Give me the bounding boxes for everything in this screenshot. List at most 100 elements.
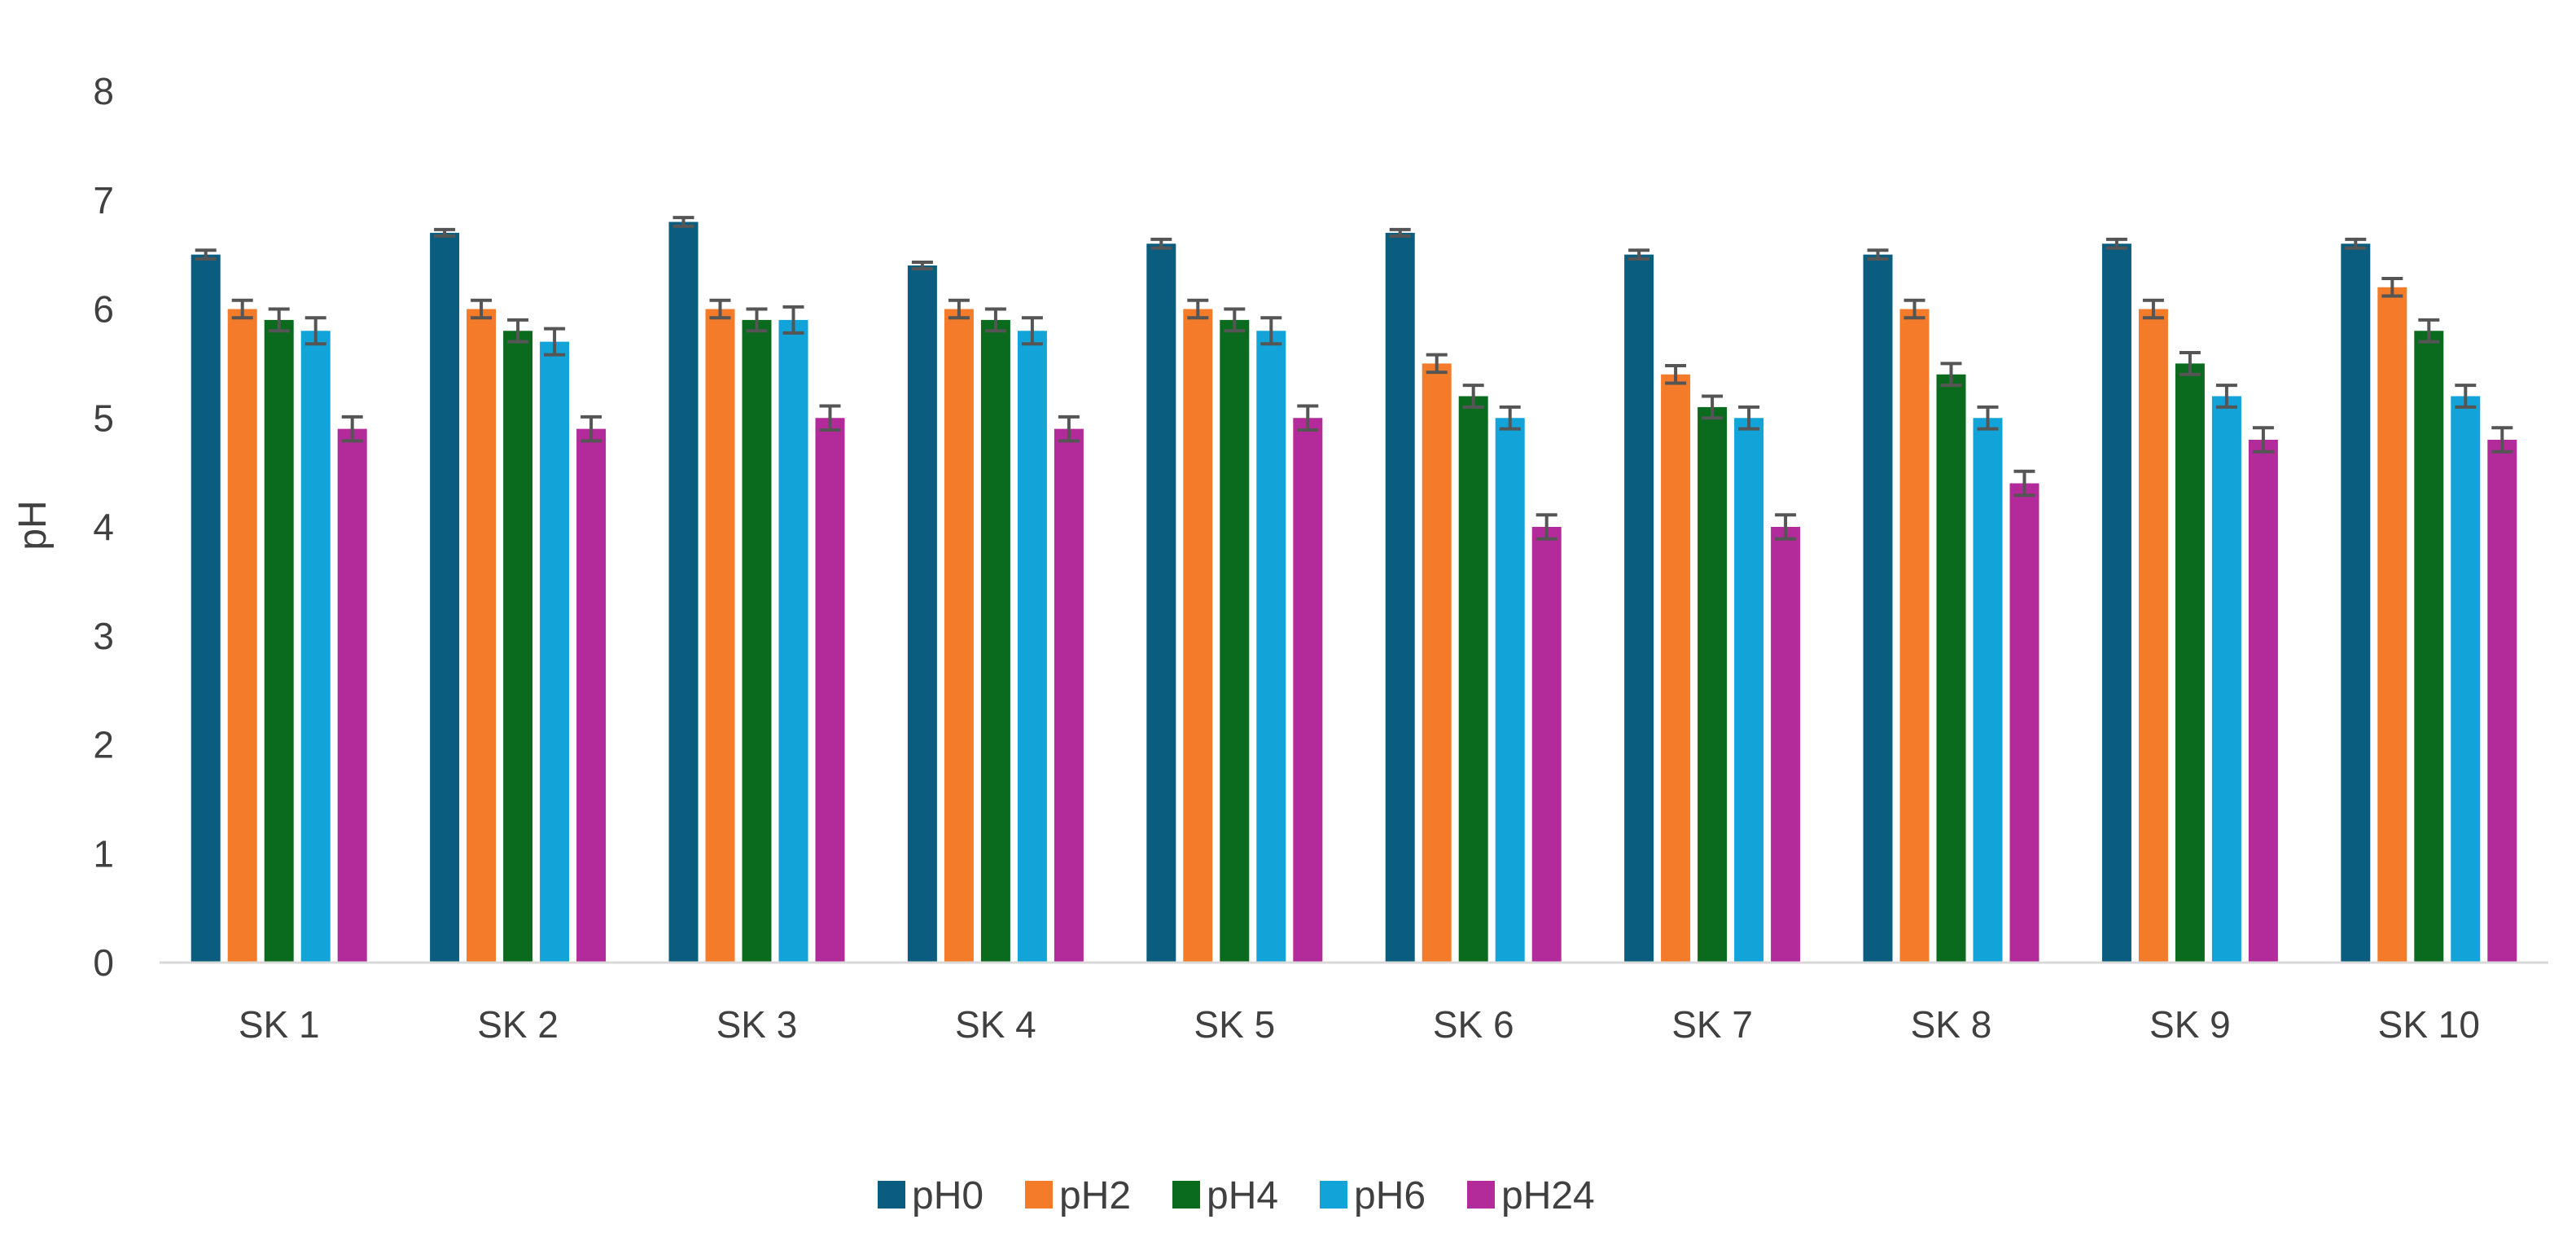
error-bar-pH0-SK5 xyxy=(1150,237,1172,250)
error-bar-pH6-SK7 xyxy=(1738,405,1760,431)
bar-pH24-SK5 xyxy=(1293,418,1323,963)
bar-pH0-SK3 xyxy=(668,222,699,963)
bar-pH0-SK9 xyxy=(2101,243,2131,963)
error-bar-pH6-SK9 xyxy=(2215,384,2237,409)
bar-pH6-SK9 xyxy=(2211,396,2241,963)
bar-pH4-SK6 xyxy=(1458,396,1488,963)
bar-pH24-SK2 xyxy=(576,428,607,963)
bar-pH4-SK4 xyxy=(980,319,1010,963)
legend-item-pH24: pH24 xyxy=(1467,1174,1595,1217)
x-tick-label: SK 10 xyxy=(2378,1003,2480,1046)
error-bar-pH6-SK8 xyxy=(1977,405,1999,431)
legend-swatch xyxy=(878,1181,905,1209)
legend-item-pH4: pH4 xyxy=(1172,1174,1278,1217)
error-bar-pH24-SK8 xyxy=(2013,469,2035,498)
bar-pH2-SK10 xyxy=(2377,287,2407,963)
y-tick-label: 0 xyxy=(93,941,114,984)
error-bar-pH2-SK10 xyxy=(2381,277,2403,298)
error-bars-group xyxy=(195,216,2513,541)
error-bar-pH2-SK6 xyxy=(1426,353,1448,375)
error-bar-pH2-SK4 xyxy=(948,298,970,320)
legend-item-pH6: pH6 xyxy=(1320,1174,1426,1217)
x-tick-label: SK 5 xyxy=(1194,1003,1275,1046)
bar-pH0-SK4 xyxy=(907,265,937,963)
error-bar-pH0-SK2 xyxy=(434,227,456,238)
error-bar-pH4-SK5 xyxy=(1224,307,1246,333)
error-bar-pH4-SK8 xyxy=(1940,362,1962,388)
y-tick-label: 2 xyxy=(93,724,114,766)
legend-swatch xyxy=(1467,1181,1495,1209)
legend-label: pH2 xyxy=(1059,1174,1131,1217)
bar-pH0-SK8 xyxy=(1863,254,1893,963)
bar-pH6-SK4 xyxy=(1017,331,1047,963)
error-bar-pH4-SK10 xyxy=(2418,318,2440,344)
y-axis-title: pH xyxy=(11,500,55,550)
legend-label: pH0 xyxy=(912,1174,984,1217)
error-bar-pH24-SK1 xyxy=(341,415,363,443)
error-bar-pH24-SK5 xyxy=(1297,404,1319,432)
y-tick-label: 3 xyxy=(93,615,114,657)
error-bar-pH0-SK7 xyxy=(1628,248,1650,261)
error-bar-pH6-SK3 xyxy=(782,305,804,335)
error-bar-pH24-SK7 xyxy=(1775,513,1797,541)
bar-pH0-SK6 xyxy=(1385,232,1415,963)
error-bar-pH0-SK4 xyxy=(911,260,933,271)
bar-pH4-SK2 xyxy=(503,331,533,963)
error-bar-pH2-SK8 xyxy=(1904,298,1925,320)
error-bar-pH2-SK3 xyxy=(709,298,731,320)
bar-pH24-SK3 xyxy=(815,418,845,963)
legend-label: pH6 xyxy=(1354,1174,1426,1217)
legend-swatch xyxy=(1172,1181,1200,1209)
bar-pH24-SK6 xyxy=(1531,527,1562,963)
bar-pH2-SK4 xyxy=(944,309,974,963)
legend-label: pH24 xyxy=(1501,1174,1595,1217)
legend-swatch xyxy=(1025,1181,1053,1209)
y-tick-label: 5 xyxy=(93,397,114,439)
x-tick-label: SK 2 xyxy=(477,1003,559,1046)
y-tick-label: 8 xyxy=(93,70,114,112)
x-axis-tick-labels: SK 1 SK 2 SK 3 SK 4 SK 5 SK 6 SK 7 SK 8 SK 9 SK 1… xyxy=(239,1003,2480,1046)
bar-pH4-SK1 xyxy=(264,319,294,963)
error-bar-pH4-SK2 xyxy=(507,318,529,344)
bar-pH2-SK3 xyxy=(705,309,735,963)
y-tick-label: 7 xyxy=(93,179,114,222)
bar-pH4-SK10 xyxy=(2414,331,2444,963)
x-tick-label: SK 1 xyxy=(239,1003,320,1046)
bar-pH2-SK7 xyxy=(1661,374,1691,963)
bar-pH6-SK7 xyxy=(1734,418,1764,963)
error-bar-pH6-SK10 xyxy=(2455,384,2477,409)
error-bar-pH24-SK2 xyxy=(580,415,602,443)
bar-pH0-SK1 xyxy=(191,254,221,963)
x-tick-label: SK 6 xyxy=(1433,1003,1514,1046)
bar-pH24-SK1 xyxy=(337,428,367,963)
error-bar-pH4-SK3 xyxy=(746,307,768,333)
bar-pH24-SK7 xyxy=(1771,527,1801,963)
bar-pH24-SK9 xyxy=(2248,440,2278,963)
x-tick-label: SK 8 xyxy=(1911,1003,1992,1046)
bar-pH0-SK5 xyxy=(1146,243,1176,963)
bar-pH4-SK8 xyxy=(1936,374,1966,963)
error-bar-pH6-SK5 xyxy=(1260,316,1282,346)
error-bar-pH4-SK4 xyxy=(984,307,1006,333)
error-bar-pH24-SK4 xyxy=(1058,415,1080,443)
error-bar-pH0-SK1 xyxy=(195,248,217,261)
bar-pH6-SK1 xyxy=(300,331,331,963)
bar-pH6-SK2 xyxy=(540,341,570,963)
x-tick-label: SK 9 xyxy=(2149,1003,2231,1046)
error-bar-pH0-SK8 xyxy=(1867,248,1889,261)
bar-pH0-SK10 xyxy=(2341,243,2371,963)
bar-pH4-SK5 xyxy=(1220,319,1250,963)
y-tick-label: 1 xyxy=(93,832,114,875)
error-bar-pH0-SK3 xyxy=(672,216,694,228)
bar-pH2-SK8 xyxy=(1899,309,1930,963)
legend-item-pH2: pH2 xyxy=(1025,1174,1131,1217)
legend: pH0 pH2 pH4 pH6 pH24 xyxy=(878,1174,1595,1217)
x-tick-label: SK 4 xyxy=(955,1003,1036,1046)
bar-pH24-SK8 xyxy=(2009,483,2039,963)
error-bar-pH6-SK4 xyxy=(1021,316,1043,346)
error-bar-pH2-SK1 xyxy=(231,298,253,320)
bar-pH6-SK8 xyxy=(1973,418,2003,963)
bar-pH4-SK9 xyxy=(2175,363,2205,963)
